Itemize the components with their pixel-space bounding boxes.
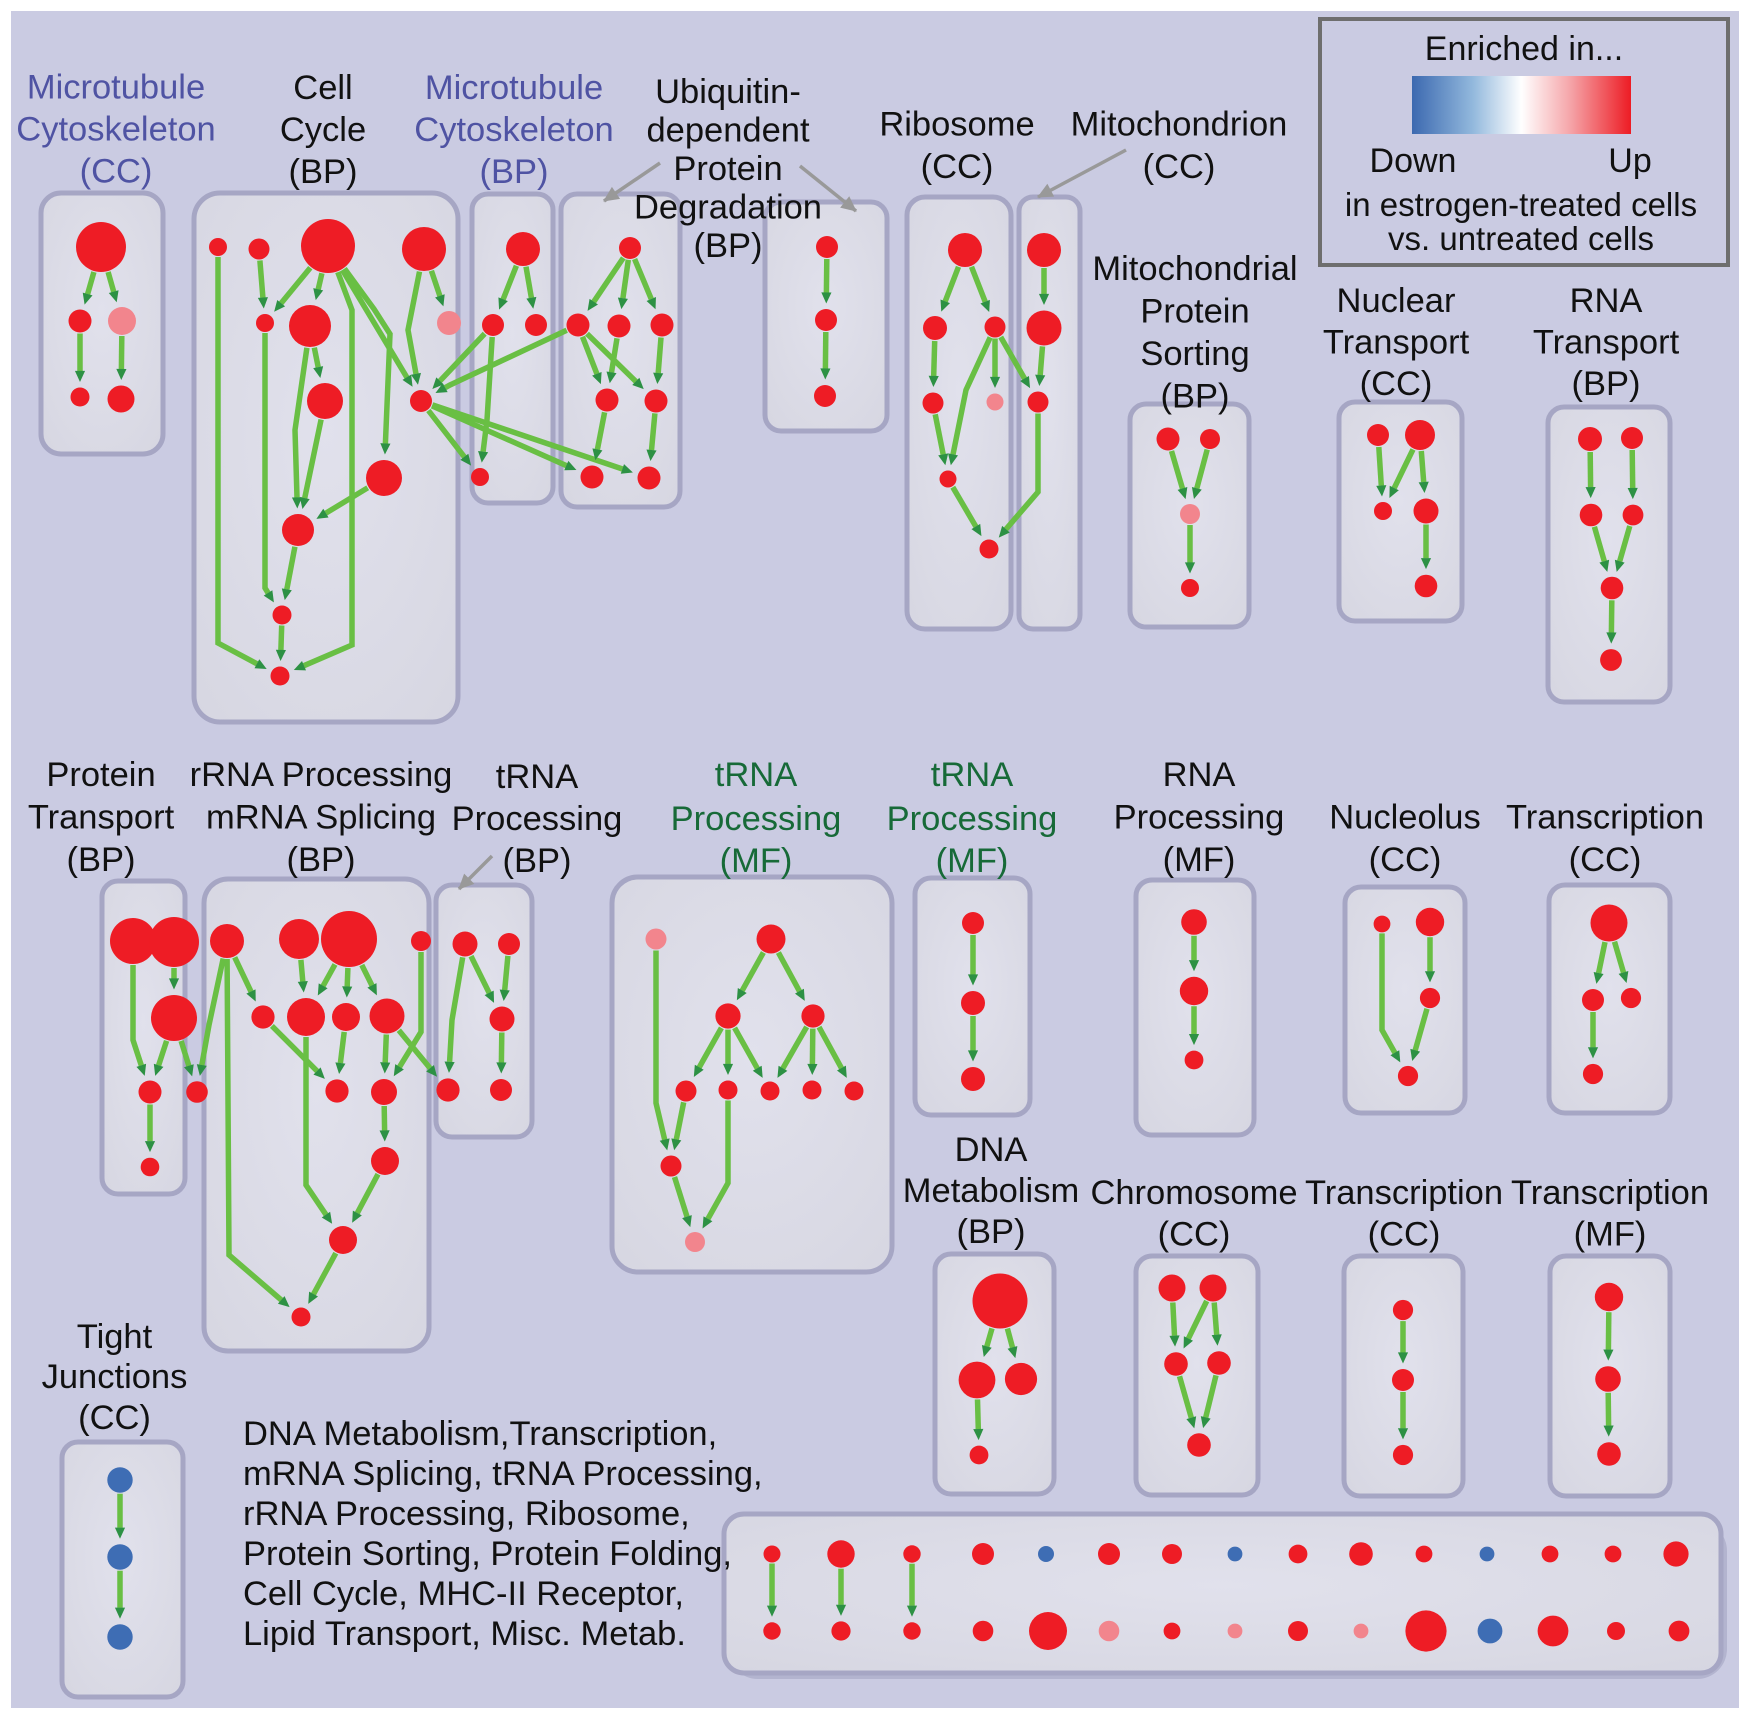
- svg-text:Junctions: Junctions: [42, 1358, 188, 1396]
- svg-text:(BP): (BP): [287, 841, 356, 879]
- svg-text:Cell Cycle, MHC-II Receptor,: Cell Cycle, MHC-II Receptor,: [243, 1575, 684, 1613]
- svg-text:(BP): (BP): [67, 841, 136, 879]
- svg-text:Microtubule: Microtubule: [27, 69, 205, 107]
- svg-text:Protein Sorting, Protein Foldi: Protein Sorting, Protein Folding,: [243, 1535, 732, 1573]
- svg-text:dependent: dependent: [646, 112, 809, 150]
- svg-text:Chromosome: Chromosome: [1090, 1174, 1297, 1212]
- svg-text:(CC): (CC): [1369, 841, 1442, 879]
- svg-text:Enriched in...: Enriched in...: [1425, 30, 1623, 68]
- svg-text:Transcription: Transcription: [1511, 1174, 1709, 1212]
- svg-text:(CC): (CC): [1143, 148, 1216, 186]
- svg-text:Mitochondrial: Mitochondrial: [1092, 250, 1297, 288]
- svg-text:Transport: Transport: [1323, 324, 1470, 362]
- svg-text:(BP): (BP): [480, 153, 549, 191]
- svg-text:(MF): (MF): [720, 842, 793, 880]
- svg-text:Microtubule: Microtubule: [425, 69, 603, 107]
- svg-text:Down: Down: [1370, 142, 1457, 180]
- svg-text:tRNA: tRNA: [715, 756, 797, 794]
- svg-text:rRNA Processing: rRNA Processing: [190, 756, 453, 794]
- svg-text:Protein: Protein: [46, 756, 155, 794]
- svg-text:Transport: Transport: [28, 799, 175, 837]
- svg-text:Tight: Tight: [77, 1318, 153, 1356]
- svg-text:Up: Up: [1608, 142, 1651, 180]
- svg-text:Mitochondrion: Mitochondrion: [1071, 106, 1288, 144]
- svg-text:rRNA Processing, Ribosome,: rRNA Processing, Ribosome,: [243, 1495, 690, 1533]
- svg-text:(CC): (CC): [1368, 1216, 1441, 1254]
- svg-text:Degradation: Degradation: [634, 189, 822, 227]
- svg-text:tRNA: tRNA: [931, 756, 1013, 794]
- svg-text:tRNA: tRNA: [496, 758, 578, 796]
- svg-text:(CC): (CC): [1569, 841, 1642, 879]
- svg-text:Nuclear: Nuclear: [1337, 282, 1456, 320]
- svg-text:Ubiquitin-: Ubiquitin-: [655, 73, 801, 111]
- svg-text:(CC): (CC): [1360, 365, 1433, 403]
- svg-text:mRNA Splicing: mRNA Splicing: [206, 799, 436, 837]
- svg-text:(CC): (CC): [78, 1399, 151, 1437]
- svg-text:(MF): (MF): [936, 842, 1009, 880]
- svg-text:Transcription: Transcription: [1305, 1174, 1503, 1212]
- svg-text:(BP): (BP): [1161, 378, 1230, 416]
- svg-text:vs. untreated cells: vs. untreated cells: [1388, 220, 1654, 257]
- svg-text:RNA: RNA: [1570, 282, 1643, 320]
- svg-text:(BP): (BP): [1572, 365, 1641, 403]
- svg-text:Ribosome: Ribosome: [879, 106, 1034, 144]
- svg-text:Processing: Processing: [1114, 799, 1285, 837]
- svg-text:(MF): (MF): [1574, 1216, 1647, 1254]
- svg-text:in estrogen-treated cells: in estrogen-treated cells: [1345, 186, 1697, 223]
- svg-text:Nucleolus: Nucleolus: [1329, 799, 1481, 837]
- svg-text:Cell: Cell: [293, 69, 352, 107]
- svg-text:Transcription: Transcription: [1506, 799, 1704, 837]
- svg-text:Processing: Processing: [671, 800, 842, 838]
- svg-text:Cycle: Cycle: [280, 111, 366, 149]
- svg-text:RNA: RNA: [1163, 756, 1236, 794]
- svg-text:mRNA Splicing, tRNA Processing: mRNA Splicing, tRNA Processing,: [243, 1455, 763, 1493]
- svg-text:Transport: Transport: [1533, 324, 1680, 362]
- svg-text:Protein: Protein: [1140, 293, 1249, 331]
- svg-text:Protein: Protein: [673, 150, 782, 188]
- svg-text:(BP): (BP): [694, 227, 763, 265]
- svg-text:(BP): (BP): [289, 153, 358, 191]
- svg-text:(MF): (MF): [1163, 841, 1236, 879]
- svg-text:(CC): (CC): [80, 153, 153, 191]
- svg-text:Processing: Processing: [887, 800, 1058, 838]
- svg-text:(BP): (BP): [957, 1213, 1026, 1251]
- svg-text:Cytoskeleton: Cytoskeleton: [16, 111, 215, 149]
- svg-text:Cytoskeleton: Cytoskeleton: [414, 111, 613, 149]
- svg-text:(CC): (CC): [921, 148, 994, 186]
- svg-text:DNA Metabolism,Transcription,: DNA Metabolism,Transcription,: [243, 1415, 717, 1453]
- svg-text:DNA: DNA: [955, 1131, 1028, 1169]
- svg-text:Sorting: Sorting: [1140, 335, 1249, 373]
- svg-text:(BP): (BP): [503, 842, 572, 880]
- svg-text:Processing: Processing: [452, 800, 623, 838]
- svg-text:(CC): (CC): [1158, 1216, 1231, 1254]
- svg-text:Metabolism: Metabolism: [903, 1172, 1079, 1210]
- svg-text:Lipid Transport, Misc. Metab.: Lipid Transport, Misc. Metab.: [243, 1615, 686, 1653]
